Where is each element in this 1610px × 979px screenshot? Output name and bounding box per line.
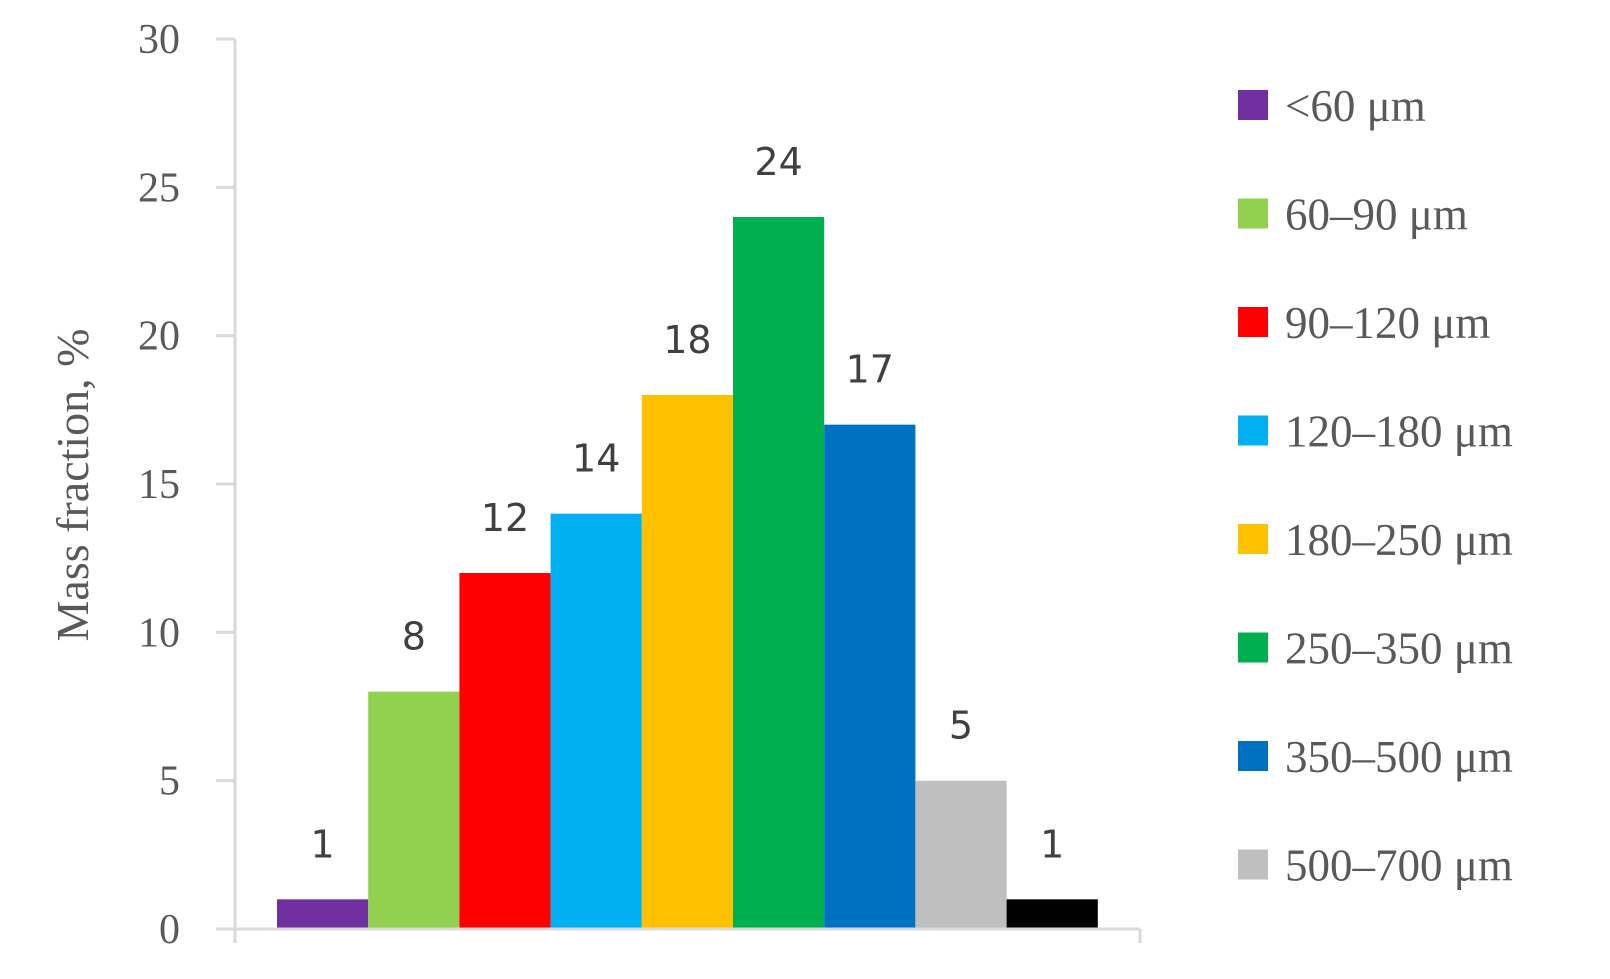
legend-entry: 60–90 μm (1285, 190, 1468, 240)
legend-entry: 350–500 μm (1285, 732, 1513, 782)
bars (277, 217, 1098, 929)
bar (368, 691, 460, 929)
legend-entry: 90–120 μm (1285, 298, 1490, 348)
y-tick-label: 20 (138, 314, 180, 360)
legend-entry: 180–250 μm (1285, 515, 1513, 565)
legend-swatch (1238, 849, 1268, 880)
data-label: 18 (663, 318, 711, 362)
y-tick-label: 5 (159, 759, 180, 805)
legend-entry: 250–350 μm (1285, 624, 1513, 674)
data-label: 5 (949, 704, 973, 748)
y-axis-ticks: 0 5 10 15 20 25 30 (138, 17, 235, 953)
bar (915, 780, 1007, 929)
legend-swatch (1238, 90, 1268, 120)
bar (733, 217, 825, 929)
data-label: 14 (572, 437, 620, 481)
y-tick-label: 30 (138, 17, 180, 63)
bar (1006, 899, 1098, 929)
y-tick-label: 15 (138, 462, 180, 508)
bar (641, 395, 733, 929)
legend-swatch (1238, 415, 1268, 446)
legend-entry: 120–180 μm (1285, 407, 1513, 457)
legend-entry: <60 μm (1285, 81, 1426, 131)
y-axis-title: Mass fraction, % (47, 329, 98, 642)
data-label: 17 (846, 348, 894, 392)
bar (459, 573, 551, 929)
legend-entry: 500–700 μm (1285, 841, 1513, 891)
bar (277, 899, 369, 929)
y-tick-label: 25 (138, 165, 180, 211)
data-label: 12 (481, 496, 529, 540)
y-tick-label: 10 (138, 610, 180, 656)
axes (216, 39, 1142, 943)
legend-swatch (1238, 307, 1268, 337)
data-label: 24 (754, 140, 802, 184)
legend-swatch (1238, 741, 1268, 771)
legend: <60 μm 60–90 μm 90–120 μm 120–180 μm 180–250… (1238, 81, 1513, 891)
data-label: 8 (402, 615, 426, 659)
y-tick-label: 0 (159, 907, 180, 953)
legend-swatch (1238, 198, 1268, 229)
bar (550, 513, 642, 929)
legend-swatch (1238, 524, 1268, 554)
bar (824, 424, 916, 929)
legend-swatch (1238, 632, 1268, 663)
data-label: 1 (1040, 822, 1064, 866)
data-label: 1 (311, 822, 335, 866)
